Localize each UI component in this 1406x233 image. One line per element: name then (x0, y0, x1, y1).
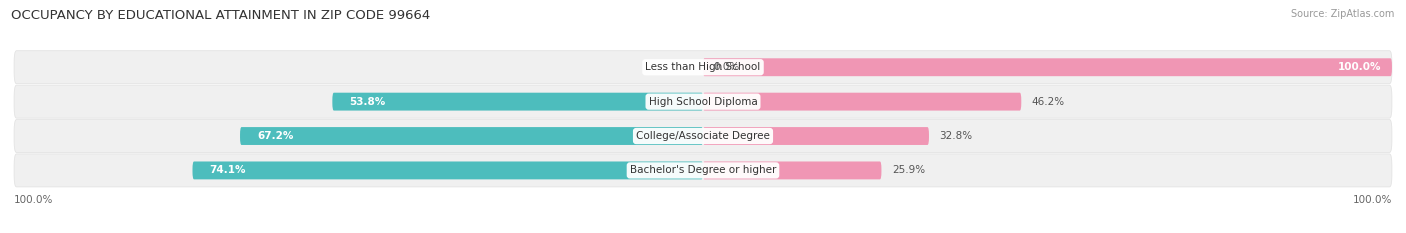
Text: 100.0%: 100.0% (1353, 195, 1392, 205)
FancyBboxPatch shape (14, 51, 1392, 84)
FancyBboxPatch shape (703, 127, 929, 145)
FancyBboxPatch shape (703, 161, 882, 179)
FancyBboxPatch shape (703, 58, 1392, 76)
FancyBboxPatch shape (14, 85, 1392, 118)
Text: 53.8%: 53.8% (350, 97, 385, 107)
Text: 46.2%: 46.2% (1032, 97, 1064, 107)
Text: College/Associate Degree: College/Associate Degree (636, 131, 770, 141)
Text: OCCUPANCY BY EDUCATIONAL ATTAINMENT IN ZIP CODE 99664: OCCUPANCY BY EDUCATIONAL ATTAINMENT IN Z… (11, 9, 430, 22)
Text: 100.0%: 100.0% (1339, 62, 1382, 72)
FancyBboxPatch shape (332, 93, 703, 111)
FancyBboxPatch shape (14, 154, 1392, 187)
Text: Bachelor's Degree or higher: Bachelor's Degree or higher (630, 165, 776, 175)
FancyBboxPatch shape (703, 93, 1021, 111)
Text: Less than High School: Less than High School (645, 62, 761, 72)
Text: 100.0%: 100.0% (14, 195, 53, 205)
FancyBboxPatch shape (240, 127, 703, 145)
FancyBboxPatch shape (193, 161, 703, 179)
Text: 74.1%: 74.1% (209, 165, 246, 175)
Text: 25.9%: 25.9% (891, 165, 925, 175)
Text: 67.2%: 67.2% (257, 131, 294, 141)
Text: High School Diploma: High School Diploma (648, 97, 758, 107)
Text: Source: ZipAtlas.com: Source: ZipAtlas.com (1291, 9, 1395, 19)
Text: 0.0%: 0.0% (713, 62, 740, 72)
FancyBboxPatch shape (14, 120, 1392, 153)
Text: 32.8%: 32.8% (939, 131, 973, 141)
